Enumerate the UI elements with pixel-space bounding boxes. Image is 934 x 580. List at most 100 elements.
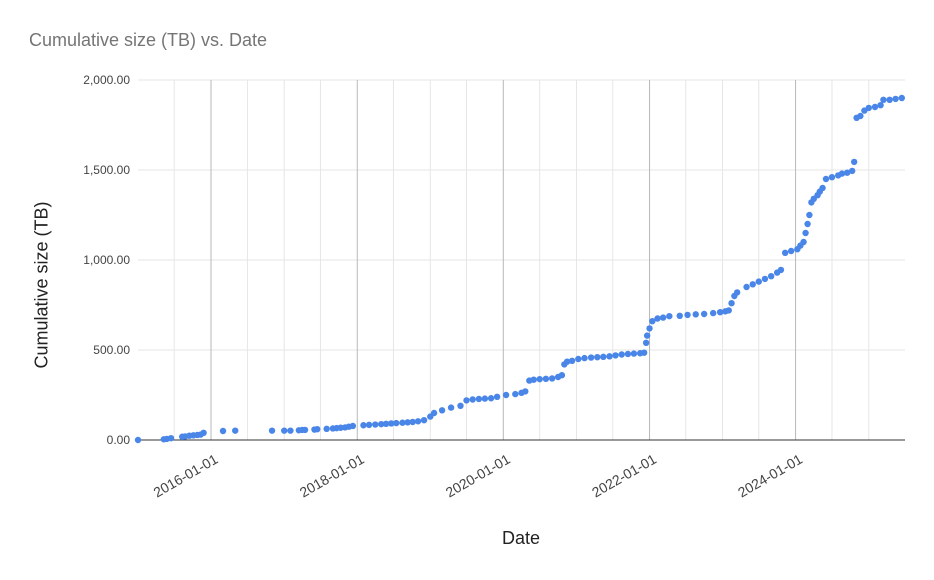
data-point [643,332,651,339]
data-point [475,395,483,403]
data-point [388,420,395,427]
data-point [630,350,638,357]
data-point [676,312,683,319]
data-point [134,436,142,444]
x-tick-label: 2016-01-01 [150,451,220,501]
data-point [382,420,390,427]
data-point [393,419,400,427]
data-point [640,349,648,356]
data-point [618,351,625,358]
data-point [755,278,762,285]
data-points [134,94,905,444]
data-point [843,169,851,176]
y-tick-label: 500.00 [93,343,130,357]
data-point [767,273,775,280]
data-point [414,418,422,425]
data-point [838,170,846,177]
data-point [850,158,858,166]
data-point [666,312,673,320]
x-axis-title: Date [501,528,541,548]
data-point [804,220,811,228]
data-point [372,421,379,428]
data-point [493,393,501,400]
data-point [761,275,769,283]
data-point [871,103,879,111]
data-point [725,307,732,314]
data-point [880,96,887,104]
data-point [659,314,667,321]
data-point [781,249,789,256]
y-tick-label: 1,000.00 [83,253,130,267]
data-point [733,289,741,296]
data-point [232,427,239,434]
data-point [587,354,595,361]
data-point [642,339,650,346]
y-tick-label: 1,500.00 [83,163,130,177]
data-point [481,395,489,402]
data-point [457,402,464,409]
data-point [365,421,373,429]
x-tick-label: 2018-01-01 [297,451,367,501]
data-point [819,184,826,192]
data-point [886,96,893,104]
x-tick-label: 2022-01-01 [589,451,659,501]
data-point [548,375,556,382]
data-point [420,417,428,424]
data-point [848,167,856,175]
data-point [409,418,416,426]
data-point [654,315,661,322]
data-point [892,95,899,103]
data-point [287,427,294,434]
data-point [568,357,576,364]
data-point [536,375,543,383]
data-point [684,311,691,319]
data-point [469,396,476,403]
data-point [447,404,455,411]
data-point [728,300,735,307]
data-point [502,391,510,399]
data-point [692,311,699,318]
data-point [865,104,872,112]
data-point [314,426,321,433]
data-point [828,174,836,181]
data-point [749,281,756,288]
data-point [600,353,607,361]
chart-title: Cumulative size (TB) vs. Date [29,30,268,50]
data-point [404,419,411,426]
data-point [281,427,288,434]
data-point [612,352,619,359]
data-point [399,419,406,426]
y-axis-ticks: 0.00 500.00 1,000.00 1,500.00 2,000.00 [83,73,130,447]
data-point [438,407,446,414]
data-point [822,175,830,183]
data-point [806,211,813,219]
y-tick-label: 0.00 [107,433,131,447]
x-axis-ticks: 2016-01-01 2018-01-01 2020-01-01 2022-01-01… [150,451,805,501]
data-point [802,229,809,237]
data-point [716,309,724,316]
data-point [200,429,207,436]
data-point [743,283,750,291]
data-point [301,426,309,434]
data-point [575,355,582,363]
x-tick-label: 2024-01-01 [735,451,805,501]
data-point [709,309,717,317]
data-point [487,395,495,402]
data-point [219,427,227,435]
data-point [167,435,175,442]
data-point [646,325,653,332]
data-point [558,372,566,379]
data-point [360,422,367,429]
data-point [268,427,276,434]
data-point [857,112,864,120]
data-point [624,350,632,358]
data-point [787,247,795,255]
x-tick-label: 2020-01-01 [443,451,513,501]
data-point [898,94,905,102]
data-point [530,376,537,383]
data-point [378,420,385,428]
data-point [349,422,357,430]
data-point [563,358,571,365]
data-point [800,238,807,246]
